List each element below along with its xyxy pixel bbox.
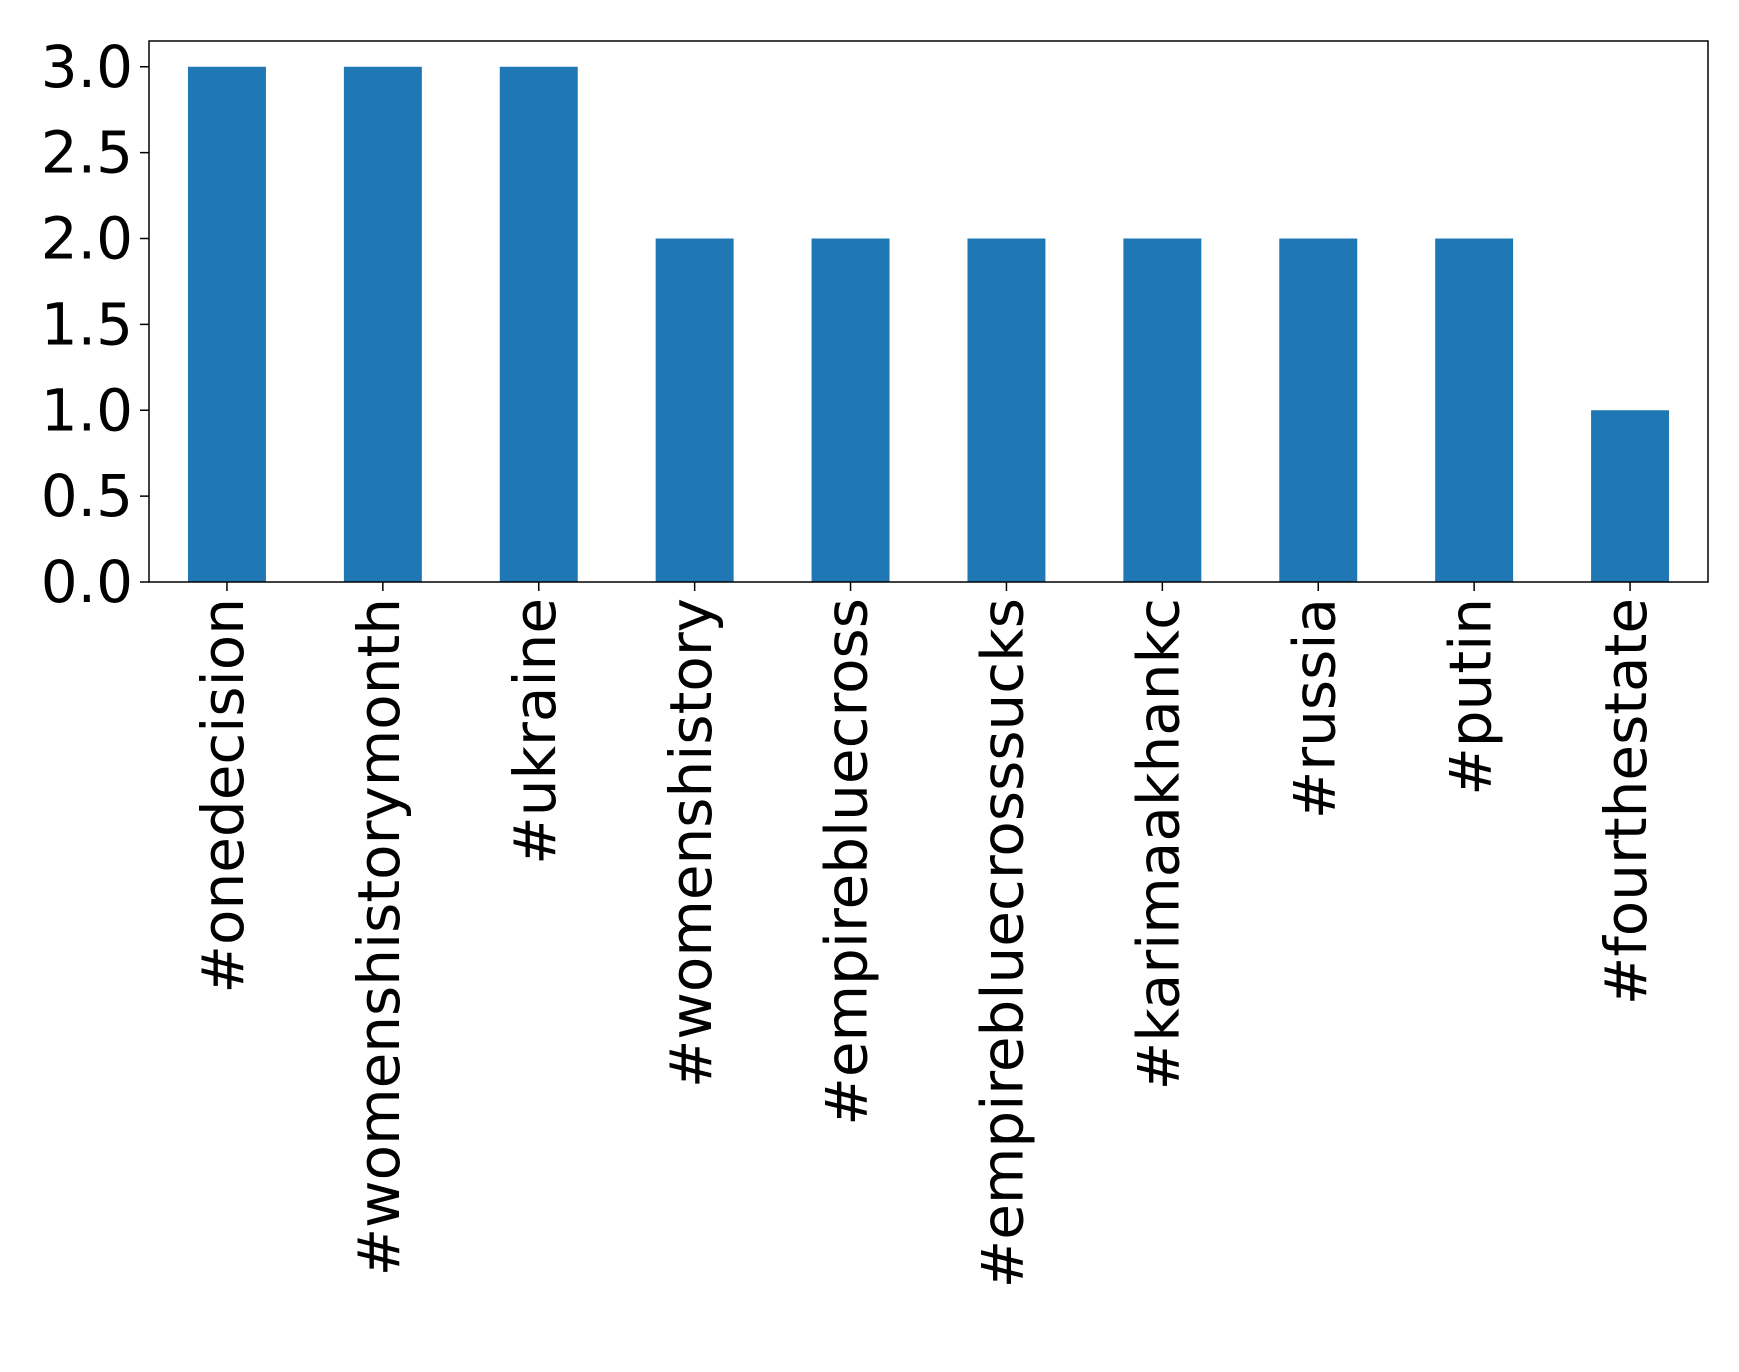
x-tick-label: #womenshistory [657,598,725,1088]
x-tick-label: #putin [1436,598,1504,796]
bar [967,238,1046,582]
y-tick-label: 1.5 [41,290,133,358]
bar [1123,238,1202,582]
x-tick-label: #empirebluecross [813,598,881,1126]
y-tick-label: 0.5 [41,462,133,530]
y-tick-label: 3.0 [41,33,133,101]
x-tick-label: #fourthestate [1592,598,1660,1005]
bar [1279,238,1358,582]
plot-frame [148,40,1709,583]
x-tick-label: #onedecision [189,598,257,994]
bar [187,66,266,582]
bar [499,66,578,582]
bar [811,238,890,582]
y-tick-label: 2.5 [41,119,133,187]
x-tick-label: #womenshistorymonth [345,598,413,1276]
y-tick-label: 0.0 [41,548,133,616]
x-tick-label: #empirebluecrosssucks [969,598,1037,1288]
x-tick-label: #karimaakhankc [1124,598,1192,1090]
x-tick-label: #russia [1280,598,1348,819]
bar [1435,238,1514,582]
y-tick-label: 1.0 [41,376,133,444]
x-tick-label: #ukraine [501,598,569,865]
y-tick-label: 2.0 [41,205,133,273]
bar [655,238,734,582]
bar [343,66,422,582]
bar [1591,410,1670,582]
